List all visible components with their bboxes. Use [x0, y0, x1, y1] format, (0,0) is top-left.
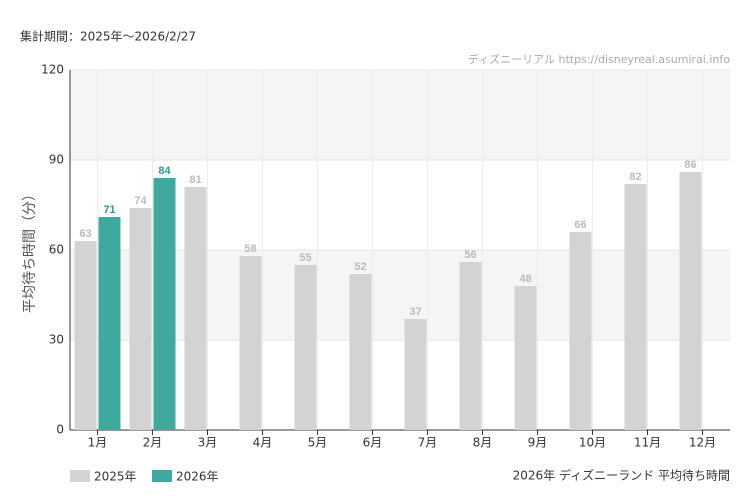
- value-label: 82: [629, 171, 641, 183]
- bar: [98, 217, 121, 430]
- bar: [294, 265, 317, 430]
- value-label: 37: [409, 306, 421, 318]
- bar: [459, 262, 482, 430]
- legend-label: 2025年: [94, 470, 137, 484]
- x-tick-label: 4月: [253, 436, 273, 450]
- value-label: 52: [354, 261, 366, 273]
- legend-label: 2026年: [176, 470, 219, 484]
- x-tick-label: 11月: [634, 436, 661, 450]
- y-tick-label: 120: [41, 63, 64, 77]
- bar: [74, 241, 97, 430]
- y-tick-label: 60: [49, 243, 64, 257]
- y-axis-label: 平均待ち時間（分）: [22, 187, 38, 313]
- grid-band: [70, 250, 730, 340]
- watermark: ディズニーリアル https://disneyreal.asumirai.inf…: [468, 52, 730, 66]
- value-label: 81: [189, 174, 201, 186]
- bar: [679, 172, 702, 430]
- x-tick-label: 9月: [528, 436, 548, 450]
- x-tick-label: 10月: [579, 436, 606, 450]
- x-tick-label: 1月: [88, 436, 108, 450]
- bar: [349, 274, 372, 430]
- y-tick-label: 30: [49, 333, 64, 347]
- bar: [624, 184, 647, 430]
- value-label: 74: [134, 195, 147, 207]
- bar: [239, 256, 262, 430]
- legend-swatch: [70, 470, 90, 482]
- value-label: 55: [299, 252, 311, 264]
- footer: 2026年 ディズニーランド 平均待ち時間: [513, 468, 730, 483]
- period-label: 集計期間：2025年～2026/2/27: [20, 29, 196, 44]
- value-label: 86: [684, 159, 696, 171]
- x-tick-label: 5月: [308, 436, 328, 450]
- value-label: 66: [574, 219, 586, 231]
- x-tick-label: 12月: [689, 436, 716, 450]
- x-tick-label: 7月: [418, 436, 438, 450]
- value-label: 84: [158, 165, 171, 177]
- legend-swatch: [152, 470, 172, 482]
- value-label: 56: [464, 249, 476, 261]
- bar: [153, 178, 176, 430]
- x-tick-label: 3月: [198, 436, 218, 450]
- x-tick-label: 8月: [473, 436, 493, 450]
- bar: [404, 319, 427, 430]
- y-tick-label: 0: [56, 423, 64, 437]
- x-tick-label: 6月: [363, 436, 383, 450]
- grid-band: [70, 70, 730, 160]
- bar: [129, 208, 152, 430]
- bar: [569, 232, 592, 430]
- value-label: 58: [244, 243, 256, 255]
- value-label: 63: [79, 228, 91, 240]
- bar: [514, 286, 537, 430]
- value-label: 48: [519, 273, 531, 285]
- value-label: 71: [103, 204, 115, 216]
- x-tick-label: 2月: [143, 436, 163, 450]
- bar: [184, 187, 207, 430]
- y-tick-label: 90: [49, 153, 64, 167]
